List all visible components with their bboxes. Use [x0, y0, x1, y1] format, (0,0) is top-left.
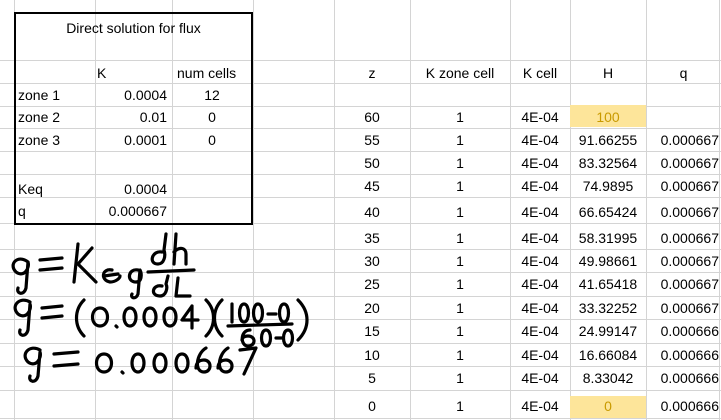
cell-q-row-5[interactable]: 0.000667	[660, 230, 719, 246]
cell-h-row-1[interactable]: 91.66255	[578, 132, 638, 148]
q-value[interactable]: 0.000667	[108, 203, 167, 219]
header-q: q	[679, 65, 688, 81]
zone1-cells[interactable]: 12	[204, 87, 220, 103]
cell-q-row-9[interactable]: 0.000666	[660, 323, 719, 339]
cell-z-row-10[interactable]: 10	[364, 347, 380, 363]
cell-k-cell-row-6[interactable]: 4E-04	[521, 253, 559, 269]
cell-q-row-6[interactable]: 0.000667	[660, 253, 719, 269]
cell-q-row-7[interactable]: 0.000667	[660, 276, 719, 292]
cell-k-zone-cell-row-3[interactable]: 1	[456, 178, 464, 194]
header-h: H	[602, 65, 614, 81]
keq-label[interactable]: Keq	[18, 181, 43, 197]
cell-k-cell-row-8[interactable]: 4E-04	[521, 300, 559, 316]
header-z: z	[368, 65, 376, 81]
cell-q-row-1[interactable]: 0.000667	[660, 132, 719, 148]
left-header-k: K	[97, 65, 107, 81]
zone1-k[interactable]: 0.0004	[124, 87, 167, 103]
cell-q-row-4[interactable]: 0.000667	[660, 204, 719, 220]
cell-k-zone-cell-row-9[interactable]: 1	[456, 323, 464, 339]
zone2-k[interactable]: 0.01	[139, 109, 167, 125]
cell-k-zone-cell-row-2[interactable]: 1	[456, 155, 464, 171]
cell-k-cell-row-12[interactable]: 4E-04	[521, 398, 559, 414]
cell-k-cell-row-5[interactable]: 4E-04	[521, 230, 559, 246]
zone3-cells[interactable]: 0	[208, 132, 216, 148]
cell-z-row-7[interactable]: 25	[364, 276, 380, 292]
cell-k-cell-row-10[interactable]: 4E-04	[521, 347, 559, 363]
cell-q-row-10[interactable]: 0.000666	[660, 347, 719, 363]
handwritten-equations	[11, 232, 309, 383]
cell-q-row-3[interactable]: 0.000667	[660, 178, 719, 194]
zone2-cells[interactable]: 0	[208, 109, 216, 125]
cell-k-zone-cell-row-4[interactable]: 1	[456, 204, 464, 220]
header-k-zone-cell: K zone cell	[425, 65, 495, 81]
cell-k-zone-cell-row-8[interactable]: 1	[456, 300, 464, 316]
cell-k-zone-cell-row-1[interactable]: 1	[456, 132, 464, 148]
cell-z-row-0[interactable]: 60	[364, 109, 380, 125]
cell-z-row-8[interactable]: 20	[364, 300, 380, 316]
cell-k-cell-row-9[interactable]: 4E-04	[521, 323, 559, 339]
handwriting-line-3	[23, 346, 258, 383]
cell-z-row-4[interactable]: 40	[364, 204, 380, 220]
cell-k-cell-row-11[interactable]: 4E-04	[521, 370, 559, 386]
cell-k-cell-row-7[interactable]: 4E-04	[521, 276, 559, 292]
cell-k-cell-row-1[interactable]: 4E-04	[521, 132, 559, 148]
cell-k-zone-cell-row-6[interactable]: 1	[456, 253, 464, 269]
zone3-label[interactable]: zone 3	[18, 132, 61, 148]
cell-k-zone-cell-row-11[interactable]: 1	[456, 370, 464, 386]
cell-h-row-5[interactable]: 58.31995	[578, 230, 638, 246]
keq-value[interactable]: 0.0004	[124, 181, 167, 197]
left-table-title: Direct solution for flux	[66, 20, 201, 36]
cell-z-row-6[interactable]: 30	[364, 253, 380, 269]
cell-q-row-11[interactable]: 0.000666	[660, 370, 719, 386]
cell-h-row-7[interactable]: 41.65418	[578, 276, 638, 292]
cell-z-row-3[interactable]: 45	[364, 178, 380, 194]
cell-z-row-5[interactable]: 35	[364, 230, 380, 246]
cell-q-row-2[interactable]: 0.000667	[660, 155, 719, 171]
cell-q-row-12[interactable]: 0.000666	[660, 398, 719, 414]
cell-h-row-11[interactable]: 8.33042	[582, 370, 634, 386]
flux-solution-box	[14, 12, 253, 225]
cell-k-cell-row-3[interactable]: 4E-04	[521, 178, 559, 194]
cell-k-cell-row-2[interactable]: 4E-04	[521, 155, 559, 171]
cell-q-row-0[interactable]	[646, 106, 721, 129]
cell-k-zone-cell-row-5[interactable]: 1	[456, 230, 464, 246]
cell-k-zone-cell-row-12[interactable]: 1	[456, 398, 464, 414]
cell-z-row-9[interactable]: 15	[364, 323, 380, 339]
left-header-cells: num cells	[177, 65, 237, 81]
cell-h-row-12[interactable]: 0	[604, 398, 612, 414]
zone2-label[interactable]: zone 2	[18, 109, 61, 125]
cell-h-row-0[interactable]: 100	[596, 109, 620, 125]
cell-z-row-12[interactable]: 0	[368, 398, 376, 414]
cell-h-row-9[interactable]: 24.99147	[578, 323, 638, 339]
cell-k-cell-row-0[interactable]: 4E-04	[521, 109, 559, 125]
cell-h-row-8[interactable]: 33.32252	[578, 300, 638, 316]
cell-h-row-10[interactable]: 16.66084	[578, 347, 638, 363]
cell-h-row-3[interactable]: 74.9895	[582, 178, 634, 194]
handwriting-line-2	[13, 298, 309, 348]
zone1-label[interactable]: zone 1	[18, 87, 61, 103]
cell-k-zone-cell-row-0[interactable]: 1	[456, 109, 464, 125]
cell-z-row-11[interactable]: 5	[368, 370, 376, 386]
cell-h-row-6[interactable]: 49.98661	[578, 253, 638, 269]
handwriting-line-1	[11, 232, 196, 300]
q-label[interactable]: q	[18, 203, 26, 219]
cell-k-cell-row-4[interactable]: 4E-04	[521, 204, 559, 220]
zone3-k[interactable]: 0.0001	[124, 132, 167, 148]
h-top-highlight	[570, 105, 646, 127]
cell-z-row-1[interactable]: 55	[364, 132, 380, 148]
h-bottom-highlight	[570, 396, 646, 418]
cell-k-zone-cell-row-10[interactable]: 1	[456, 347, 464, 363]
cell-q-row-8[interactable]: 0.000667	[660, 300, 719, 316]
cell-k-zone-cell-row-7[interactable]: 1	[456, 276, 464, 292]
cell-h-row-2[interactable]: 83.32564	[578, 155, 638, 171]
cell-z-row-2[interactable]: 50	[364, 155, 380, 171]
header-k-cell: K cell	[522, 65, 558, 81]
cell-h-row-4[interactable]: 66.65424	[578, 204, 638, 220]
